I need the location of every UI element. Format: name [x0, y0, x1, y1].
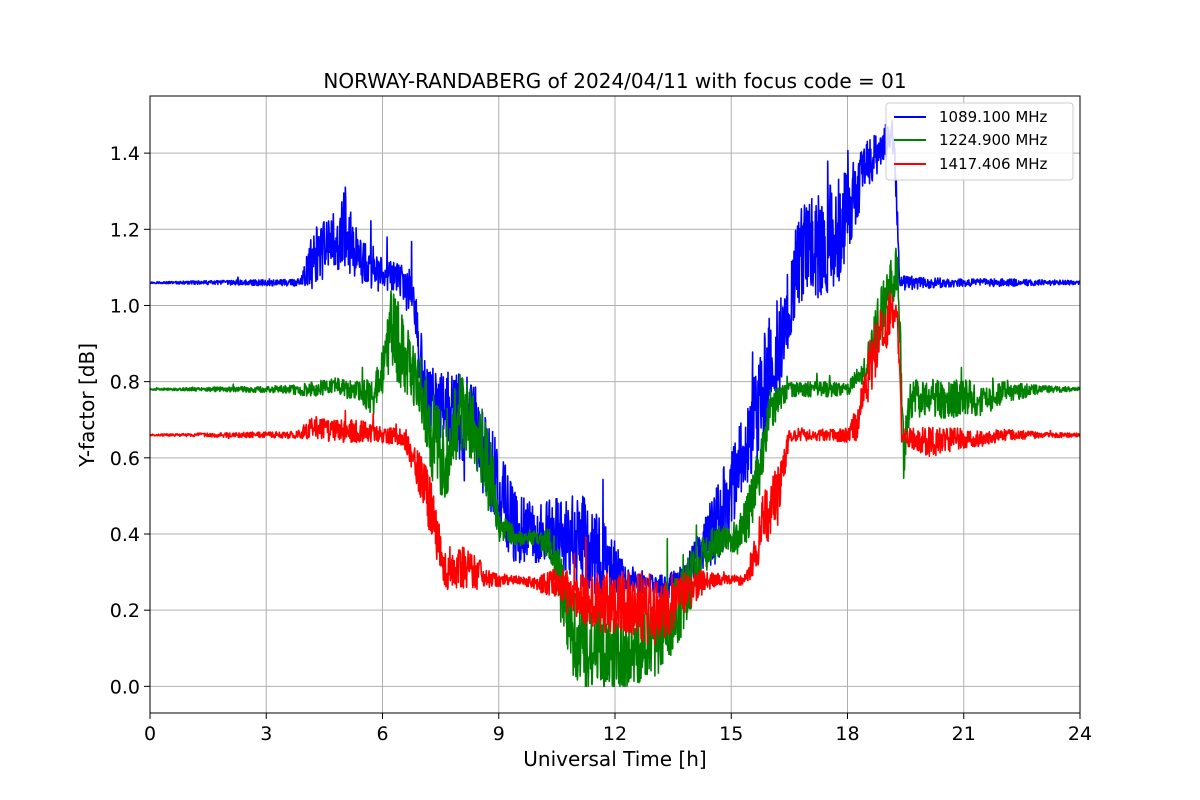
x-tick-label: 24	[1068, 723, 1092, 745]
y-tick-label: 1.2	[110, 219, 140, 241]
chart-title: NORWAY-RANDABERG of 2024/04/11 with focu…	[323, 69, 906, 93]
x-tick-label: 15	[719, 723, 743, 745]
legend-label-1417: 1417.406 MHz	[939, 155, 1048, 173]
y-tick-label: 1.4	[110, 143, 140, 165]
x-axis-label: Universal Time [h]	[523, 747, 706, 771]
series-line-1417	[150, 290, 1080, 645]
x-tick-label: 6	[376, 723, 388, 745]
x-tick-label: 18	[835, 723, 859, 745]
y-tick-label: 1.0	[110, 295, 140, 317]
legend: 1089.100 MHz 1224.900 MHz 1417.406 MHz	[885, 102, 1074, 181]
y-tick-label: 0.8	[110, 372, 140, 394]
x-tick-label: 21	[952, 723, 976, 745]
y-axis-label: Y-factor [dB]	[75, 343, 99, 468]
x-tick-label: 9	[493, 723, 505, 745]
y-tick-label: 0.2	[110, 600, 140, 622]
x-tick-label: 12	[603, 723, 627, 745]
x-tick-label: 0	[144, 723, 156, 745]
legend-box	[885, 102, 1074, 181]
y-tick-label: 0.6	[110, 448, 140, 470]
legend-label-1089: 1089.100 MHz	[939, 108, 1048, 126]
legend-label-1224: 1224.900 MHz	[939, 131, 1048, 149]
x-tick-label: 3	[260, 723, 272, 745]
ticks: 0 3 6 9 12 15 18 21 24 0.0 0.2 0.4 0.6 0.8 1.0 1.2 1.4	[110, 143, 1092, 745]
series-layer	[150, 119, 1080, 688]
y-tick-label: 0.4	[110, 524, 140, 546]
y-tick-label: 0.0	[110, 676, 140, 698]
